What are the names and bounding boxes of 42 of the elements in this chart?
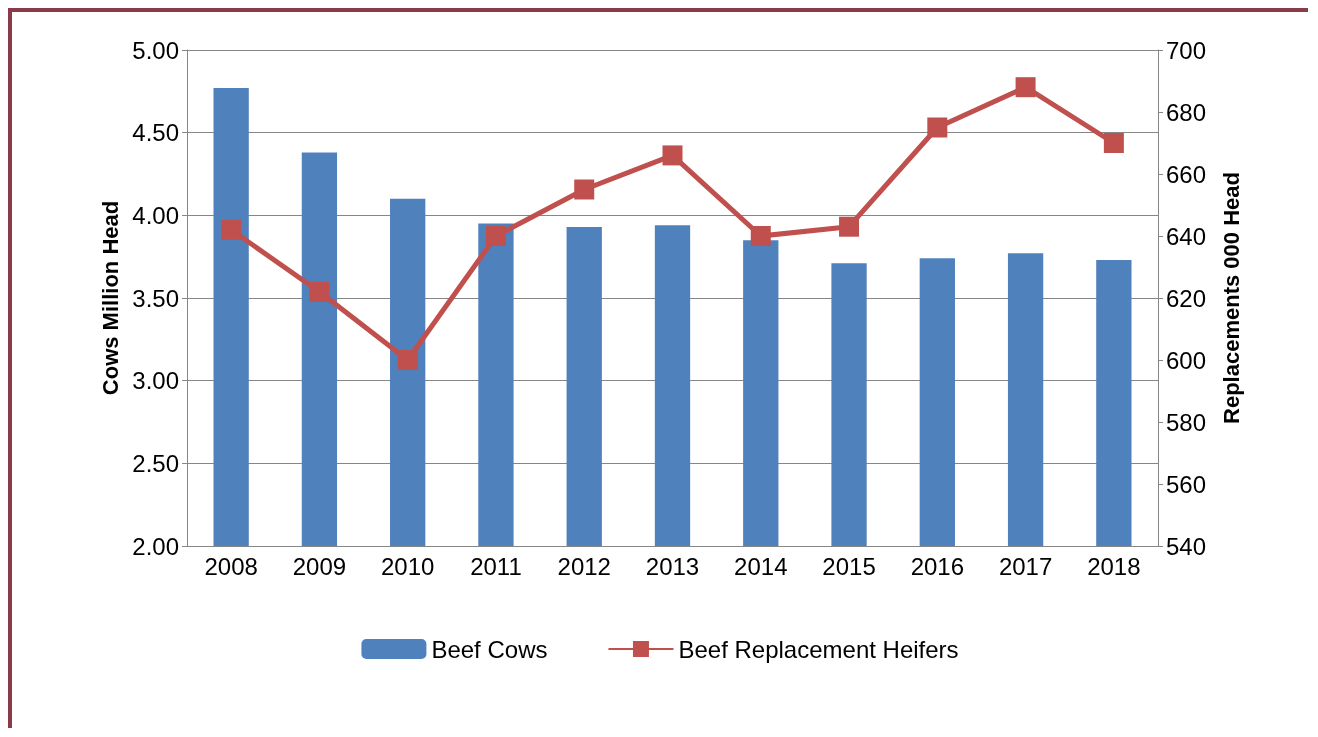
y-tick-label: 4.50 — [132, 119, 179, 147]
point — [309, 281, 330, 302]
y2-tick-label: 680 — [1166, 98, 1207, 126]
x-tick-label: 2012 — [557, 552, 611, 580]
y-tick-label: 4.00 — [132, 201, 179, 229]
x-tick-label: 2015 — [822, 552, 876, 580]
point — [927, 117, 948, 138]
y2-axis-title: Replacements 000 Head — [1218, 172, 1244, 424]
legend-label: Beef Replacement Heifers — [678, 635, 959, 663]
y-tick-label: 2.00 — [132, 532, 179, 560]
x-tick-label: 2010 — [380, 552, 435, 580]
y2-tick-label: 620 — [1166, 284, 1207, 312]
point — [839, 216, 860, 237]
x-tick-label: 2018 — [1087, 552, 1141, 580]
y-tick-label: 2.50 — [132, 449, 179, 477]
y-axis-title: Cows Million Head — [97, 200, 123, 396]
y2-tick-label: 560 — [1166, 470, 1207, 498]
y-tick-label: 3.50 — [132, 284, 179, 312]
point — [1103, 133, 1124, 153]
y-tick-label: 3.00 — [132, 367, 179, 395]
x-tick-label: 2014 — [734, 552, 788, 580]
y2-tick-label: 580 — [1166, 408, 1207, 436]
point — [750, 226, 771, 246]
y2-tick-label: 540 — [1166, 532, 1207, 560]
point — [574, 179, 595, 200]
point — [397, 350, 418, 370]
point — [485, 226, 506, 246]
y2-tick-label: 700 — [1166, 36, 1207, 64]
x-tick-label: 2016 — [910, 552, 965, 580]
point — [221, 219, 242, 240]
x-tick-label: 2017 — [998, 552, 1053, 580]
y2-tick-label: 600 — [1166, 346, 1207, 374]
y2-tick-label: 640 — [1166, 222, 1207, 250]
x-tick-label: 2011 — [470, 552, 522, 580]
x-tick-label: 2008 — [204, 552, 258, 580]
x-tick-label: 2013 — [645, 552, 700, 580]
x-tick-label: 2009 — [292, 552, 347, 580]
y-tick-label: 5.00 — [132, 36, 179, 64]
y2-tick-label: 660 — [1166, 160, 1207, 188]
legend-label: Beef Cows — [431, 635, 548, 663]
point — [662, 145, 683, 166]
point — [1015, 77, 1036, 98]
